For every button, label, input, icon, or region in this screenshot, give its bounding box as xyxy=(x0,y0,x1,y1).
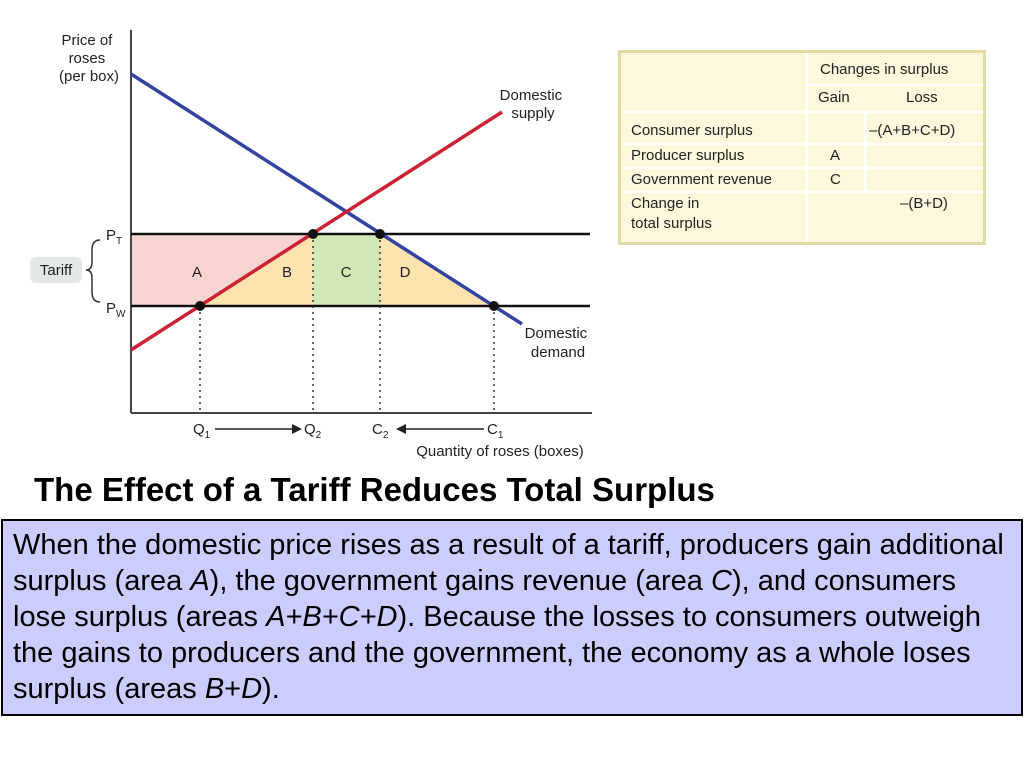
row-total-label-line1: Change in xyxy=(631,195,700,212)
tariff-brace xyxy=(85,239,101,303)
table-col-loss: Loss xyxy=(906,89,938,106)
table-divider-h0 xyxy=(806,84,983,86)
desc-area-d: D xyxy=(241,673,263,705)
row-government-label: Government revenue xyxy=(631,171,772,188)
description-box: When the domestic price rises as a resul… xyxy=(1,519,1023,716)
desc-area-a: A xyxy=(190,565,210,597)
c2-label: C2 xyxy=(372,421,389,441)
demand-curve xyxy=(130,72,523,326)
q1-point xyxy=(195,301,205,311)
table-divider-h1 xyxy=(621,111,983,113)
area-a-region xyxy=(132,234,313,306)
demand-label: Domestic demand xyxy=(525,325,592,361)
table-col-gain: Gain xyxy=(818,89,850,106)
row-consumer-loss: –(A+B+C+D) xyxy=(869,122,956,139)
table-divider-h2 xyxy=(621,143,983,145)
desc-text-2: ), the government gains revenue (area xyxy=(209,565,711,597)
area-d-label: D xyxy=(400,264,411,281)
tariff-badge xyxy=(30,257,82,283)
q2-point xyxy=(308,229,318,239)
y-axis-label: Price of roses (per box) xyxy=(59,32,119,85)
desc-area-c: C xyxy=(711,565,732,597)
table-divider-h4 xyxy=(621,191,983,193)
row-consumer-label: Consumer surplus xyxy=(631,122,753,139)
desc-plus: + xyxy=(224,673,242,705)
desc-area-b: B xyxy=(204,673,225,705)
tariff-label: Tariff xyxy=(40,262,73,279)
table-divider-v1 xyxy=(806,53,808,242)
supply-label: Domestic supply xyxy=(500,87,567,122)
c1-label: C1 xyxy=(487,421,504,441)
row-producer-gain: A xyxy=(830,147,841,164)
desc-text-3: ), and consumers lose surplus (areas xyxy=(13,565,956,633)
area-c-region xyxy=(313,234,380,306)
table-divider-h3 xyxy=(621,167,983,169)
slide-title: The Effect of a Tariff Reduces Total Sur… xyxy=(34,471,715,508)
surplus-table: Changes in surplus Gain Loss Consumer su… xyxy=(618,50,986,245)
c-arrow-head xyxy=(396,424,406,434)
table-header: Changes in surplus xyxy=(820,61,949,78)
desc-text-1: When the domestic price rises as a resul… xyxy=(13,529,1004,597)
desc-areas-abcd: A+B+C+D xyxy=(266,601,398,633)
row-producer-label: Producer surplus xyxy=(631,147,745,164)
desc-text-5: ). xyxy=(262,673,280,705)
q-arrow-head xyxy=(292,424,302,434)
q1-label: Q1 xyxy=(193,421,211,441)
desc-text-4: ). Because the losses to consumers outwe… xyxy=(13,601,981,705)
price-world-label: PW xyxy=(106,300,126,320)
price-tariff-label: PT xyxy=(106,227,122,247)
area-b-label: B xyxy=(282,264,292,281)
row-government-gain: C xyxy=(830,171,841,188)
area-c-label: C xyxy=(341,264,352,281)
x-axis-label: Quantity of roses (boxes) xyxy=(416,443,584,460)
row-total-label-line2: total surplus xyxy=(631,215,712,232)
row-total-loss: –(B+D) xyxy=(900,195,948,212)
q2-label: Q2 xyxy=(304,421,322,441)
area-a-label: A xyxy=(192,264,202,281)
table-divider-v2 xyxy=(864,111,866,192)
c2-point xyxy=(375,229,385,239)
tariff-diagram: Price of roses (per box) Domestic supply… xyxy=(30,30,592,460)
c1-point xyxy=(489,301,499,311)
